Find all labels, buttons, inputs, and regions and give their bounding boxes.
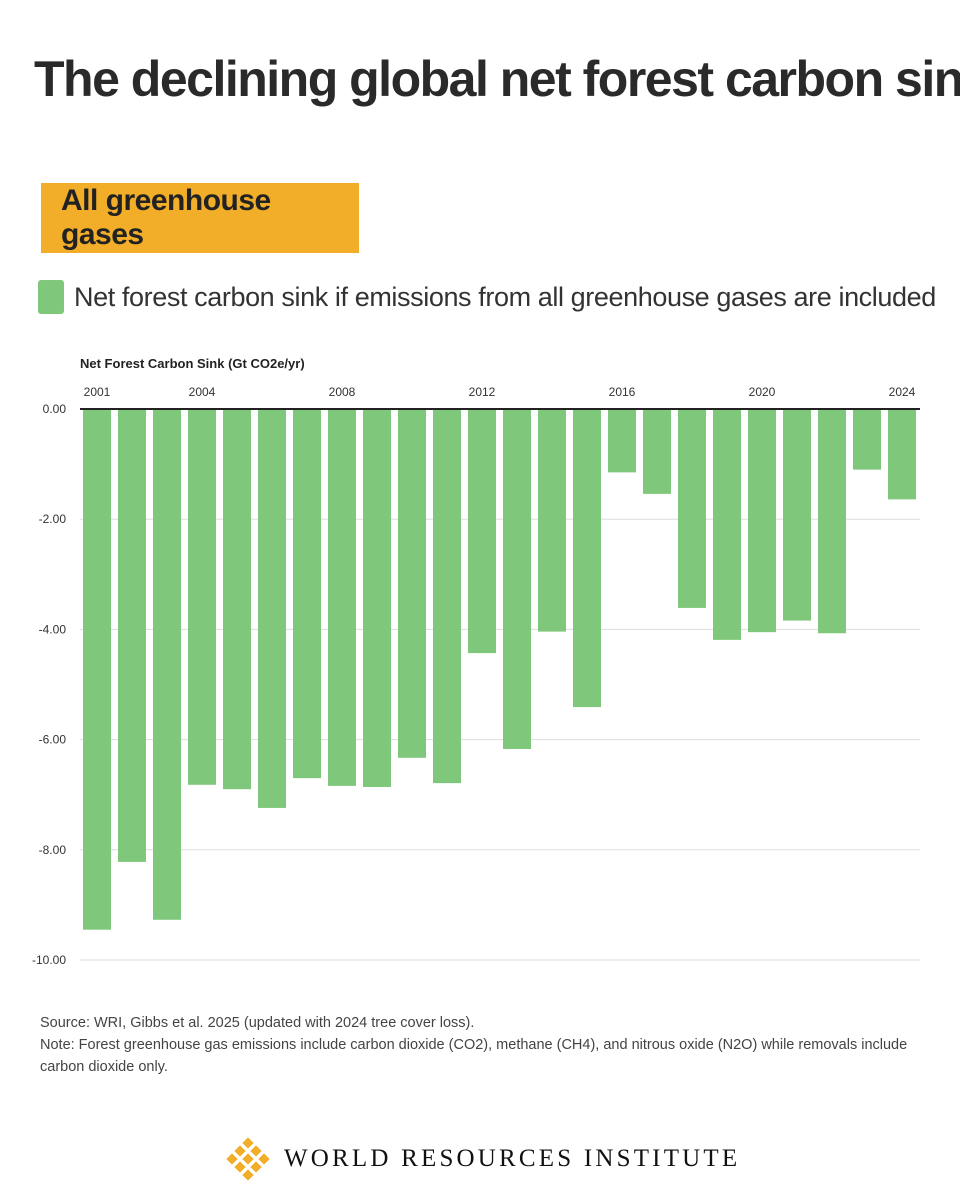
bar-2005 (223, 409, 251, 790)
y-tick-label: -8.00 (39, 843, 67, 857)
y-tick-label: 0.00 (43, 402, 67, 416)
bar-2008 (328, 409, 356, 786)
logo-diamond (242, 1153, 254, 1165)
x-tick-label: 2012 (469, 385, 496, 399)
legend-label: Net forest carbon sink if emissions from… (74, 281, 936, 312)
source-notes: Source: WRI, Gibbs et al. 2025 (updated … (40, 1012, 920, 1078)
bar-2021 (783, 409, 811, 621)
x-tick-label: 2001 (84, 385, 111, 399)
bar-2023 (853, 409, 881, 470)
bar-2011 (433, 409, 461, 784)
x-tick-label: 2016 (609, 385, 636, 399)
y-tick-label: -6.00 (39, 733, 67, 747)
note-line: Note: Forest greenhouse gas emissions in… (40, 1037, 908, 1075)
bar-2004 (188, 409, 216, 785)
logo-diamond (242, 1137, 254, 1149)
bar-2002 (118, 409, 146, 862)
bar-chart: Net Forest Carbon Sink (Gt CO2e/yr) 0.00 -… (32, 356, 920, 967)
footer: WORLD RESOURCES INSTITUTE (226, 1137, 740, 1181)
logo-diamond (234, 1161, 246, 1173)
x-tick-label: 2004 (189, 385, 216, 399)
bar-2013 (503, 409, 531, 749)
logo-diamond (258, 1153, 270, 1165)
bar-2022 (818, 409, 846, 634)
org-name: WORLD RESOURCES INSTITUTE (284, 1145, 741, 1172)
x-tick-label: 2008 (329, 385, 356, 399)
gas-category-label: All greenhouse gases (61, 184, 271, 251)
legend: Net forest carbon sink if emissions from… (38, 277, 936, 317)
bar-2009 (363, 409, 391, 787)
y-axis-label: Net Forest Carbon Sink (Gt CO2e/yr) (80, 356, 305, 371)
bar-2016 (608, 409, 636, 473)
bar-2007 (293, 409, 321, 779)
x-tick-label: 2020 (749, 385, 776, 399)
bar-2015 (573, 409, 601, 708)
logo-diamond (234, 1145, 246, 1157)
x-tick-label: 2024 (889, 385, 916, 399)
bar-2001 (83, 409, 111, 930)
y-tick-label: -10.00 (32, 953, 66, 967)
gas-category-tag: All greenhouse gases (41, 183, 359, 253)
bar-2003 (153, 409, 181, 920)
y-tick-label: -2.00 (39, 512, 67, 526)
bar-2024 (888, 409, 916, 500)
bar-2020 (748, 409, 776, 633)
y-tick-label: -4.00 (39, 622, 67, 636)
bar-2017 (643, 409, 671, 494)
bar-2006 (258, 409, 286, 808)
chart-title: The declining global net forest carbon s… (34, 51, 960, 107)
bar-2014 (538, 409, 566, 632)
bar-2018 (678, 409, 706, 608)
source-line: Source: WRI, Gibbs et al. 2025 (updated … (40, 1015, 475, 1031)
legend-swatch (38, 280, 64, 314)
logo-diamond (226, 1153, 238, 1165)
bar-2012 (468, 409, 496, 654)
bar-2019 (713, 409, 741, 640)
logo-diamond (242, 1169, 254, 1181)
wri-logo-icon (226, 1137, 270, 1181)
logo-diamond (250, 1161, 262, 1173)
bar-2010 (398, 409, 426, 758)
logo-diamond (250, 1145, 262, 1157)
